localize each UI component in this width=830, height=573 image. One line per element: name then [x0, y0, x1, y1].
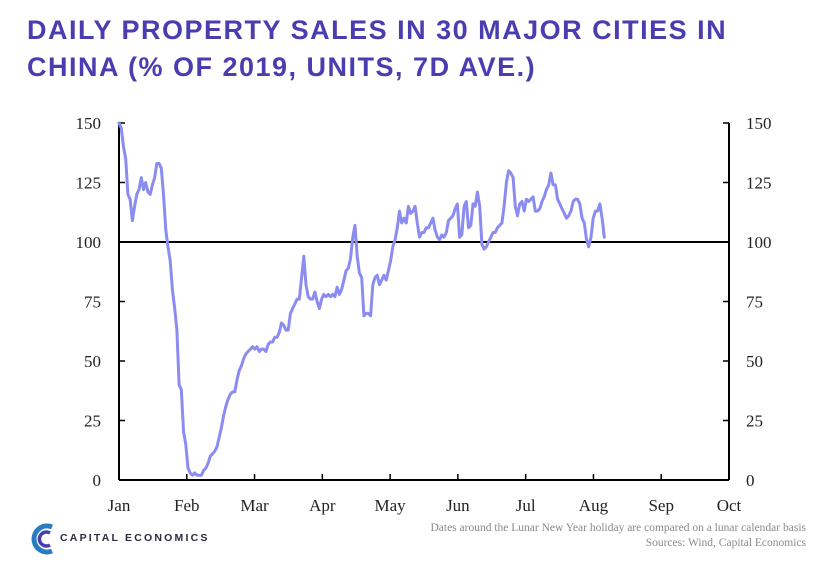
sources-note: Sources: Wind, Capital Economics: [645, 537, 806, 549]
y-tick-label-right: 75: [746, 293, 763, 312]
y-tick-label-left: 75: [84, 293, 101, 312]
y-tick-label-right: 25: [746, 412, 763, 431]
capital-economics-logo-icon: [31, 523, 53, 555]
y-tick-label-right: 125: [746, 174, 772, 193]
y-tick-label-left: 25: [84, 412, 101, 431]
lunar-calendar-note: Dates around the Lunar New Year holiday …: [430, 522, 806, 534]
chart-axes: 0 0 25 25 50 50 75 75 100 100 125 125 150 150 Jan Feb Ma…: [76, 114, 772, 515]
chart-title-line-2: CHINA (% OF 2019, UNITS, 7D AVE.): [27, 52, 537, 82]
x-tick-label: Jun: [446, 496, 470, 515]
y-tick-label-right: 0: [746, 471, 755, 490]
chart-notes: Dates around the Lunar New Year holiday …: [430, 521, 806, 551]
logo-text: CAPITAL ECONOMICS: [60, 532, 210, 544]
x-tick-label: Jul: [516, 496, 536, 515]
x-tick-label: May: [375, 496, 407, 515]
y-tick-label-left: 0: [93, 471, 102, 490]
x-tick-label: Sep: [648, 496, 674, 515]
y-tick-label-right: 150: [746, 114, 772, 133]
chart-title: DAILY PROPERTY SALES IN 30 MAJOR CITIES …: [27, 12, 817, 86]
x-tick-label: Apr: [309, 496, 336, 515]
chart-title-line-1: DAILY PROPERTY SALES IN 30 MAJOR CITIES …: [27, 15, 728, 45]
x-tick-label: Mar: [240, 496, 269, 515]
chart-marks: [117, 121, 729, 477]
y-tick-label-right: 100: [746, 233, 772, 252]
series-line-0: [117, 121, 606, 477]
y-tick-label-left: 50: [84, 352, 101, 371]
x-tick-label: Oct: [717, 496, 742, 515]
y-tick-label-left: 150: [76, 114, 102, 133]
x-tick-label: Aug: [579, 496, 609, 515]
y-tick-label-left: 100: [76, 233, 102, 252]
y-tick-label-right: 50: [746, 352, 763, 371]
y-tick-label-left: 125: [76, 174, 102, 193]
x-tick-label: Jan: [108, 496, 131, 515]
x-tick-label: Feb: [174, 496, 200, 515]
